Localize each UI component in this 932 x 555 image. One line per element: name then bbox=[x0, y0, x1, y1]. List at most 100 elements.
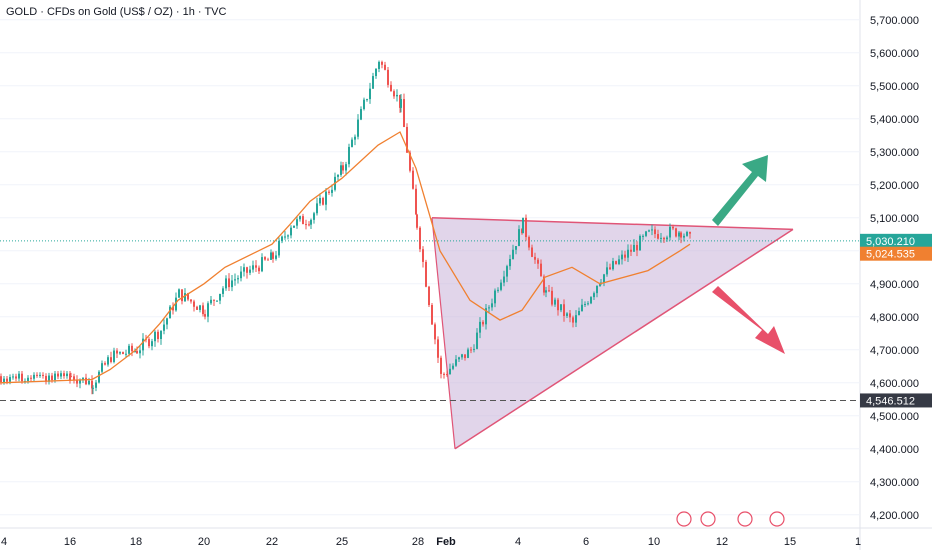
candle-body bbox=[290, 227, 292, 236]
candle-body bbox=[554, 299, 556, 305]
candle-body bbox=[305, 224, 307, 226]
candle-body bbox=[136, 350, 138, 354]
candle-body bbox=[119, 352, 121, 354]
candle-body bbox=[351, 139, 353, 147]
candle-body bbox=[630, 249, 632, 252]
candle-body bbox=[443, 373, 445, 375]
candle-body bbox=[512, 249, 514, 260]
candle-body bbox=[648, 230, 650, 232]
candle-body bbox=[98, 371, 100, 383]
candle-body bbox=[107, 357, 109, 365]
candle-body bbox=[258, 267, 260, 272]
x-tick-label: 12 bbox=[716, 536, 728, 548]
candle-body bbox=[590, 297, 592, 304]
candle-body bbox=[128, 345, 130, 354]
candle-body bbox=[92, 387, 94, 389]
candle-body bbox=[452, 365, 454, 369]
x-tick-label: 4 bbox=[1, 536, 7, 548]
candle-body bbox=[624, 254, 626, 258]
y-tick-label: 5,200.000 bbox=[870, 180, 919, 192]
candle-body bbox=[328, 191, 330, 193]
price-axis-panel bbox=[860, 0, 932, 550]
candle-body bbox=[531, 247, 533, 257]
candle-body bbox=[672, 226, 674, 229]
y-tick-label: 5,300.000 bbox=[870, 147, 919, 159]
candle-body bbox=[204, 314, 206, 317]
candle-body bbox=[563, 304, 565, 316]
x-tick-label: 16 bbox=[64, 536, 76, 548]
candle-body bbox=[437, 339, 439, 358]
candle-body bbox=[540, 263, 542, 277]
chart-title: GOLD · CFDs on Gold (US$ / OZ) · 1h · TV… bbox=[6, 6, 227, 18]
triangle-left-line bbox=[431, 217, 456, 449]
candle-body bbox=[213, 299, 215, 301]
candle-body bbox=[406, 126, 408, 153]
candle-body bbox=[73, 376, 75, 381]
candle-body bbox=[293, 225, 295, 228]
candle-body bbox=[15, 376, 17, 379]
candle-body bbox=[651, 229, 653, 231]
candle-body bbox=[479, 321, 481, 333]
x-tick-label: Feb bbox=[436, 536, 456, 548]
candle-body bbox=[618, 259, 620, 265]
triangle-upper-line bbox=[431, 217, 794, 231]
candle-body bbox=[196, 306, 198, 310]
candle-body bbox=[39, 374, 41, 376]
candle-body bbox=[518, 229, 520, 247]
candle-body bbox=[60, 373, 62, 377]
candle-body bbox=[422, 249, 424, 262]
candle-body bbox=[3, 378, 5, 383]
candle-body bbox=[627, 249, 629, 258]
candle-body bbox=[599, 283, 601, 286]
candle-body bbox=[345, 164, 347, 171]
candle-body bbox=[175, 297, 177, 311]
candle-body bbox=[515, 246, 517, 250]
candle-body bbox=[455, 359, 457, 366]
candle-body bbox=[545, 290, 547, 293]
candle-body bbox=[485, 308, 487, 325]
candle-body bbox=[95, 382, 97, 388]
candle-body bbox=[157, 331, 159, 339]
candle-body bbox=[199, 305, 201, 310]
x-tick-label: 15 bbox=[784, 536, 796, 548]
candle-body bbox=[249, 269, 251, 273]
candle-body bbox=[384, 64, 386, 70]
candle-body bbox=[683, 235, 685, 238]
candle-body bbox=[207, 303, 209, 317]
candle-body bbox=[482, 321, 484, 325]
candle-body bbox=[393, 91, 395, 97]
candle-body bbox=[54, 373, 56, 381]
candle-body bbox=[184, 293, 186, 302]
moving-average-line bbox=[0, 131, 691, 384]
candle-body bbox=[243, 267, 245, 272]
candle-body bbox=[366, 99, 368, 101]
candle-body bbox=[281, 236, 283, 242]
candle-body bbox=[264, 257, 266, 260]
candle-body bbox=[636, 244, 638, 251]
candle-body bbox=[63, 373, 65, 377]
arrow-down-icon bbox=[712, 286, 785, 354]
candle-body bbox=[30, 377, 32, 379]
candle-body bbox=[400, 99, 402, 108]
event-icon bbox=[737, 511, 753, 527]
candle-body bbox=[500, 282, 502, 290]
candle-body bbox=[354, 136, 356, 140]
candle-body bbox=[572, 317, 574, 323]
candle-body bbox=[142, 338, 144, 351]
candle-body bbox=[369, 88, 371, 100]
candle-body bbox=[69, 373, 71, 381]
candle-body bbox=[686, 232, 688, 236]
y-tick-label: 4,300.000 bbox=[870, 477, 919, 489]
candle-body bbox=[609, 267, 611, 270]
candle-body bbox=[178, 289, 180, 298]
candle-body bbox=[528, 237, 530, 248]
candle-body bbox=[51, 375, 53, 381]
candle-body bbox=[415, 188, 417, 215]
candle-body bbox=[216, 300, 218, 302]
candle-body bbox=[342, 165, 344, 171]
x-tick-label: 25 bbox=[336, 536, 348, 548]
event-icon bbox=[769, 511, 785, 527]
ma-label: 5,024.535 bbox=[866, 249, 915, 261]
candle-body bbox=[491, 303, 493, 308]
